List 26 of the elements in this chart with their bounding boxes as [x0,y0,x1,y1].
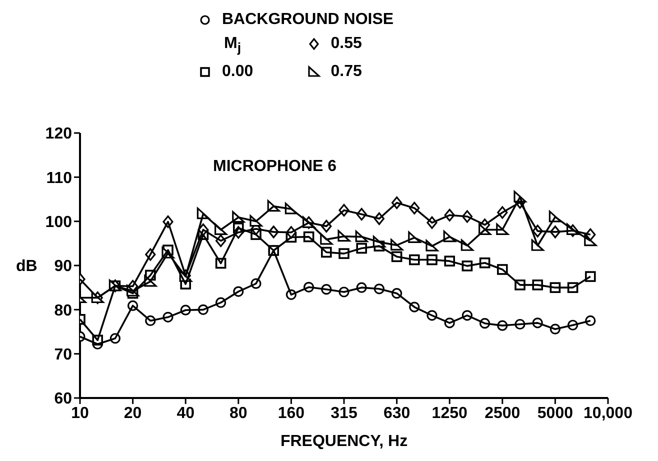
legend-label: 0.00 [221,62,254,82]
x-tick-label: 5000 [537,405,574,422]
x-tick-label: 40 [176,405,195,422]
y-tick-label: 110 [46,170,72,187]
y-axis-title: dB [16,258,38,276]
legend-title: M$_{j}$ [223,34,242,58]
x-tick-label: 80 [230,405,248,422]
legend-label: BACKGROUND NOISE [221,10,394,30]
x-tick-label: 10 [71,405,89,422]
legend-label: 0.55 [330,34,363,54]
legend-label: 0.75 [330,62,363,82]
x-axis-title: FREQUENCY, Hz [280,433,408,450]
y-tick-label: 100 [45,214,72,232]
annotation: MICROPHONE 6 [213,158,337,176]
y-tick-label: 80 [54,302,72,320]
x-tick-label: 315 [330,405,358,422]
x-tick-label: 1250 [432,405,468,422]
y-tick-label: 60 [54,390,72,408]
x-tick-label: 630 [383,405,410,422]
y-tick-label: 70 [54,346,72,364]
y-tick-label: 120 [45,126,72,143]
x-tick-label: 160 [278,405,305,422]
x-tick-label: 20 [124,405,142,422]
y-tick-label: 90 [54,258,72,276]
x-tick-label: 10,000 [584,405,633,422]
x-tick-label: 2500 [484,405,520,422]
